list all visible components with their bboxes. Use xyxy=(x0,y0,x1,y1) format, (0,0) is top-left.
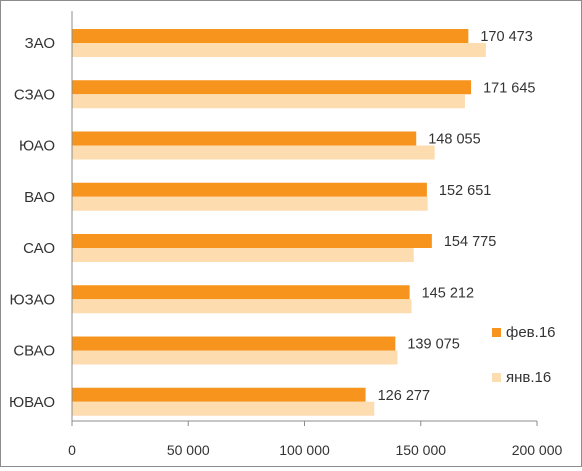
data-label: 126 277 xyxy=(378,388,430,404)
category-label: САО xyxy=(23,240,55,257)
x-tick-label: 200 000 xyxy=(512,442,563,458)
legend-label: фев.16 xyxy=(506,324,556,341)
data-label: 148 055 xyxy=(428,132,480,148)
bar-jan16 xyxy=(72,299,412,314)
bar-feb16 xyxy=(72,387,366,402)
bar-feb16 xyxy=(72,80,472,95)
category-label: ЮЗАО xyxy=(9,291,55,308)
data-label: 171 645 xyxy=(483,80,535,96)
bar-feb16 xyxy=(72,234,432,248)
bar-jan16 xyxy=(72,196,428,211)
category-label: СВАО xyxy=(13,343,55,360)
bar-jan16 xyxy=(72,145,435,160)
bar-feb16 xyxy=(72,29,469,43)
bar-jan16 xyxy=(72,94,465,109)
x-tick-label: 0 xyxy=(68,442,76,458)
category-label: ВАО xyxy=(24,189,55,206)
x-tick-label: 50 000 xyxy=(167,442,210,458)
bars xyxy=(72,29,486,416)
category-labels: ЗАО СЗАО ЮАО ВАО САО ЮЗАО СВАО ЮВАО xyxy=(9,35,55,411)
legend-swatch xyxy=(492,373,501,382)
data-label: 152 651 xyxy=(439,183,491,199)
x-axis: 0 50 000 100 000 150 000 200 000 xyxy=(68,11,563,458)
data-label: 139 075 xyxy=(407,337,459,353)
legend: фев.16 янв.16 xyxy=(492,324,556,386)
data-label: 170 473 xyxy=(480,29,532,45)
data-label: 145 212 xyxy=(422,285,474,301)
data-labels: 170 473 171 645 148 055 152 651 154 775 145 2… xyxy=(378,29,536,404)
x-tick-label: 100 000 xyxy=(279,442,330,458)
data-label: 154 775 xyxy=(444,234,496,250)
category-label: ЗАО xyxy=(25,35,55,52)
bar-jan16 xyxy=(72,248,414,262)
bar-jan16 xyxy=(72,43,486,57)
bar-feb16 xyxy=(72,336,396,351)
category-label: ЮВАО xyxy=(9,394,55,411)
bar-feb16 xyxy=(72,131,417,146)
category-label: ЮАО xyxy=(19,138,55,155)
bar-jan16 xyxy=(72,401,375,416)
legend-label: янв.16 xyxy=(506,369,551,386)
bar-feb16 xyxy=(72,285,410,300)
category-label: СЗАО xyxy=(14,86,55,103)
bar-jan16 xyxy=(72,350,398,365)
x-tick-label: 150 000 xyxy=(395,442,446,458)
legend-swatch xyxy=(492,328,501,337)
bar-feb16 xyxy=(72,182,427,197)
